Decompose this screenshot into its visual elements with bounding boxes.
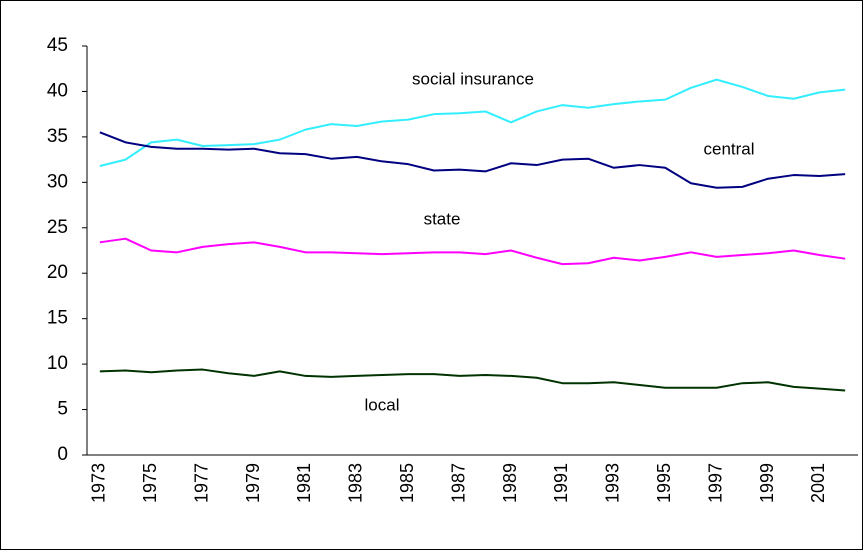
series-line	[99, 368, 846, 392]
x-tick-label: 1973	[89, 463, 109, 503]
y-tick-label: 40	[47, 80, 68, 101]
x-tick-label: 1981	[294, 463, 314, 503]
y-tick-label: 5	[57, 399, 68, 420]
x-tick-label: 1977	[191, 463, 211, 503]
x-tick-label: 1983	[346, 463, 366, 503]
series-label: social insurance	[412, 69, 534, 88]
y-tick-label: 10	[47, 353, 68, 374]
series-label: central	[703, 139, 754, 158]
y-tick-label: 0	[57, 444, 68, 465]
series-label: local	[365, 395, 400, 414]
series-line	[99, 78, 846, 167]
x-tick-label: 1999	[757, 463, 777, 503]
x-tick-label: 2001	[808, 463, 828, 503]
x-tick-label: 1991	[551, 463, 571, 503]
y-tick-label: 45	[47, 35, 68, 56]
y-tick-label: 35	[47, 126, 68, 147]
x-tick-label: 1995	[654, 463, 674, 503]
y-tick-label: 30	[47, 171, 68, 192]
x-tick-label: 1985	[397, 463, 417, 503]
x-tick-label: 1987	[448, 463, 468, 503]
y-tick-label: 15	[47, 308, 68, 329]
x-tick-label: 1975	[140, 463, 160, 503]
y-tick-label: 25	[47, 217, 68, 238]
series-line	[99, 131, 846, 189]
x-tick-label: 1993	[603, 463, 623, 503]
series-line	[99, 237, 846, 266]
x-tick-label: 1989	[500, 463, 520, 503]
x-tick-label: 1997	[705, 463, 725, 503]
series-label: state	[424, 209, 461, 228]
y-tick-label: 20	[47, 262, 68, 283]
x-tick-label: 1979	[243, 463, 263, 503]
